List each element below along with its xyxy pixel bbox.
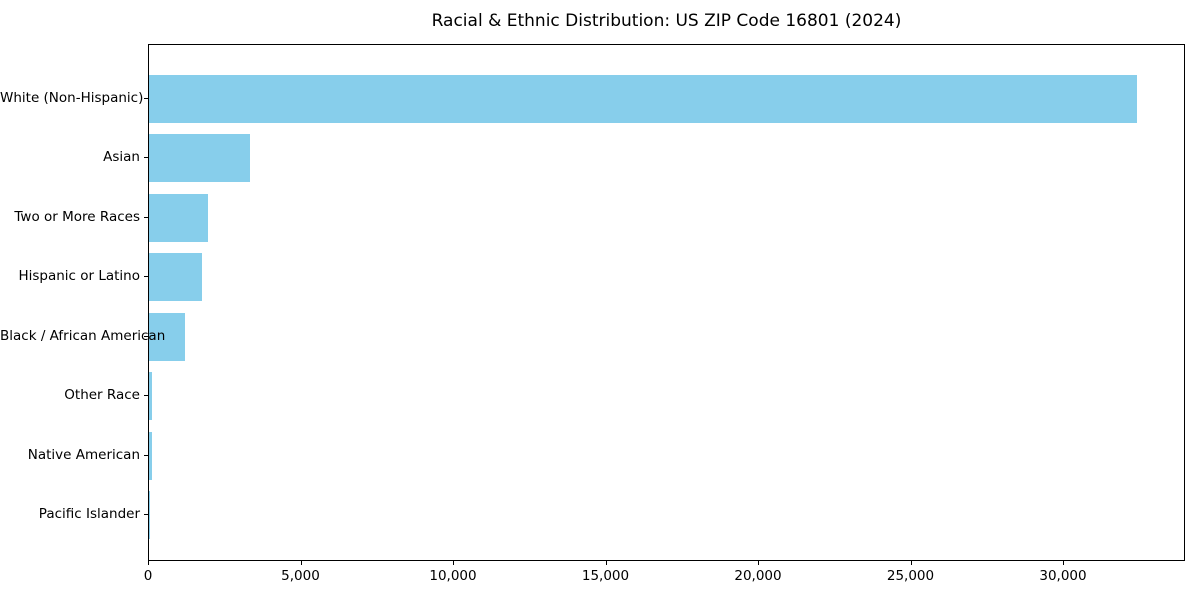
bar-hispanic-or-latino [149, 253, 203, 302]
x-axis-label: 5,000 [281, 568, 320, 584]
x-tick-mark [148, 561, 149, 565]
x-axis-label: 30,000 [1039, 568, 1087, 584]
bar-asian [149, 134, 250, 183]
y-tick-mark [144, 514, 148, 515]
y-axis-label: Hispanic or Latino [18, 268, 140, 285]
y-axis-label: Black / African American [0, 327, 166, 344]
y-axis-label: White (Non-Hispanic) [0, 90, 144, 106]
y-tick-mark [144, 157, 148, 159]
x-tick-mark [1063, 561, 1064, 565]
bar-two-or-more-races [149, 193, 209, 242]
x-axis-label: 10,000 [429, 568, 477, 584]
y-tick-mark [144, 454, 148, 456]
bar-white-non-hispanic [149, 75, 1138, 123]
y-axis-label: Two or More Races [14, 208, 140, 225]
y-axis-label: Asian [103, 149, 140, 166]
y-axis-label: Other Race [64, 387, 140, 404]
x-tick-mark [453, 561, 454, 565]
y-tick-mark [144, 216, 148, 218]
y-tick-mark [144, 276, 148, 278]
y-tick-mark [144, 98, 148, 99]
chart-title: Racial & Ethnic Distribution: US ZIP Cod… [431, 11, 902, 31]
x-axis-label: 15,000 [581, 568, 630, 584]
bar-black-african-american [149, 312, 185, 361]
y-tick-mark [144, 395, 148, 397]
x-axis-label: 20,000 [734, 568, 782, 584]
x-tick-mark [758, 561, 759, 565]
x-axis-label: 25,000 [886, 568, 935, 584]
y-axis-label: Pacific Islander [38, 506, 140, 522]
bar-native-american [149, 431, 152, 480]
plot-area [148, 44, 1185, 561]
x-tick-mark [300, 561, 302, 565]
bar-other-race [149, 372, 152, 421]
y-tick-mark [144, 335, 148, 337]
x-tick-mark [605, 561, 607, 565]
y-axis-label: Native American [27, 446, 140, 463]
x-axis-label: 0 [143, 568, 153, 584]
x-tick-mark [910, 561, 912, 565]
